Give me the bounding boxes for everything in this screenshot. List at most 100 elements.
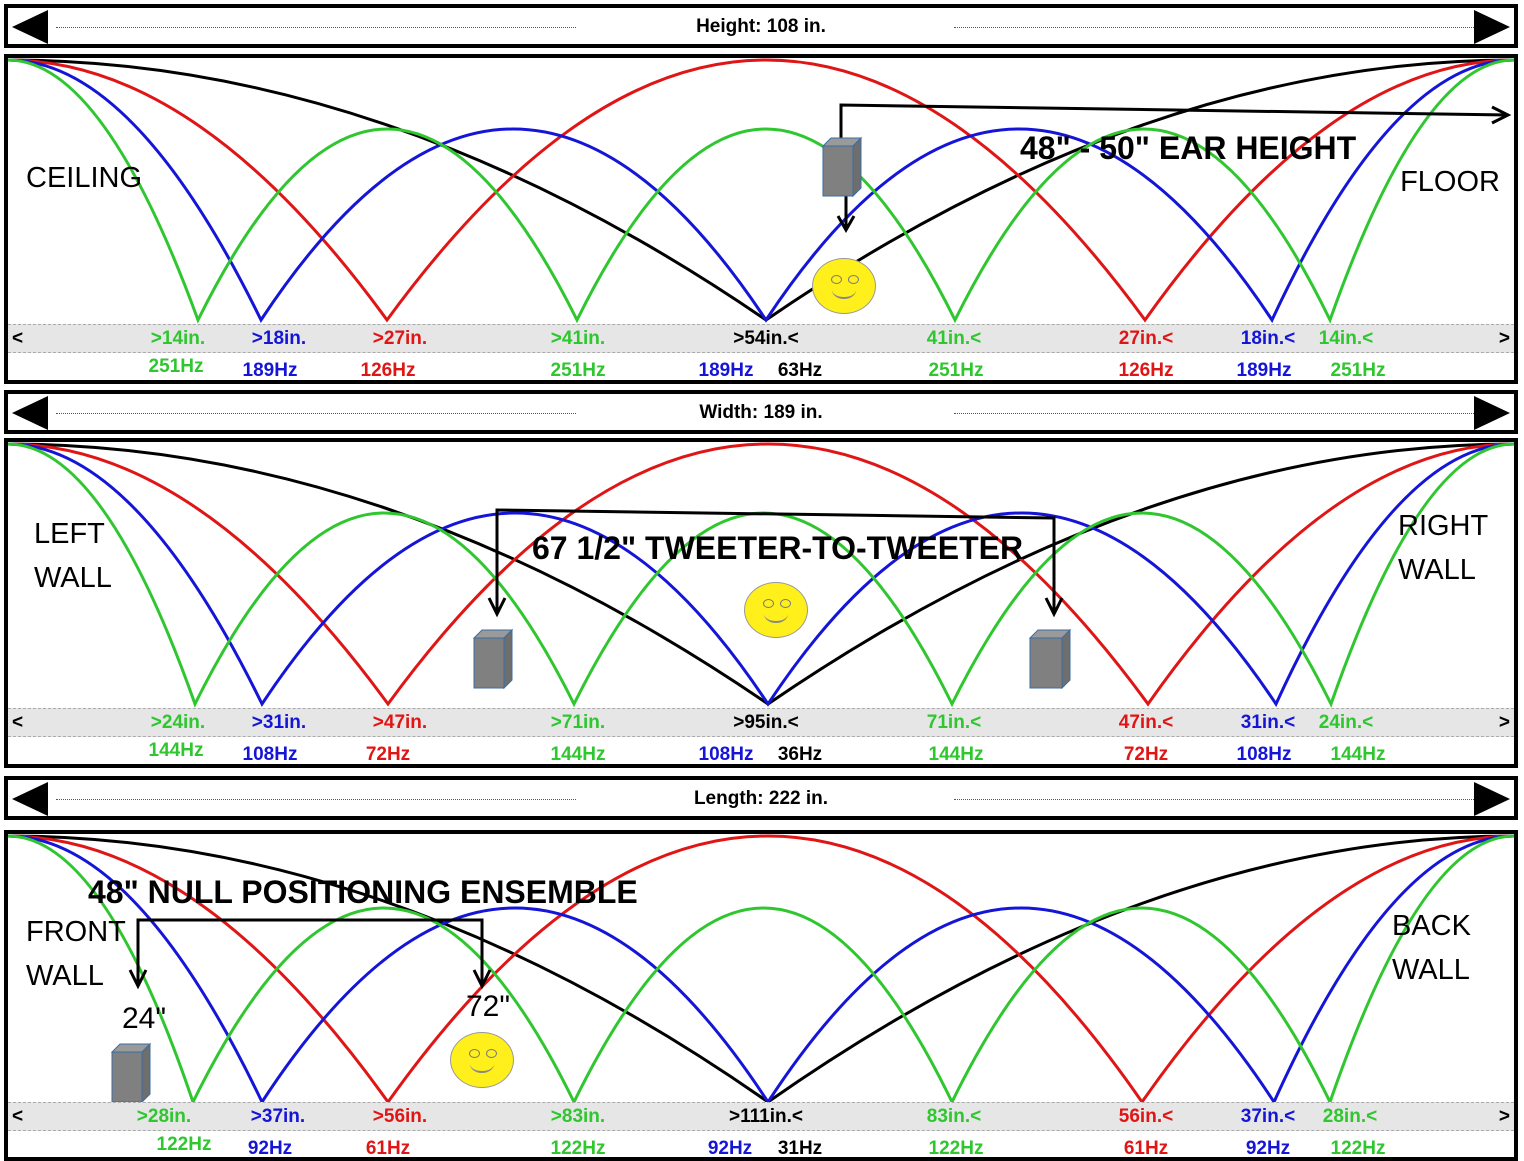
null-distance-label: >47in.	[372, 712, 428, 733]
frequency-label: 122Hz	[928, 1138, 984, 1159]
null-distance-label: 47in.<	[1118, 712, 1174, 733]
back-wall-label: BACK WALL	[1392, 910, 1471, 986]
smiley-face-icon	[812, 258, 876, 314]
frequency-label: 72Hz	[1123, 744, 1169, 765]
width-mode-1-curve	[8, 442, 1514, 706]
listener-distance: 72"	[466, 990, 511, 1023]
frequency-label: 251Hz	[1330, 360, 1386, 381]
null-distance-label: >95in.<	[733, 712, 799, 733]
null-distance-label: >28in.	[136, 1106, 192, 1127]
arrow-left-icon	[12, 396, 48, 430]
height-dimension-title: Height: 108 in.	[696, 16, 826, 37]
frequency-label: 144Hz	[1330, 744, 1386, 765]
arrow-right-icon	[1474, 10, 1510, 44]
null-distance-label: 24in.<	[1318, 712, 1374, 733]
null-distance-label: 83in.<	[926, 1106, 982, 1127]
right-wall-label: RIGHT WALL	[1398, 510, 1488, 586]
smiley-face-icon	[450, 1032, 514, 1088]
frequency-label: 108Hz	[1236, 744, 1292, 765]
width-mode-curves	[8, 442, 1514, 708]
frequency-label: 108Hz	[242, 744, 298, 765]
frequency-label: 122Hz	[550, 1138, 606, 1159]
frequency-label: 251Hz	[550, 360, 606, 381]
null-distance-label: >83in.	[550, 1106, 606, 1127]
null-distance-label: >24in.	[150, 712, 206, 733]
width-dimension-title: Width: 189 in.	[699, 402, 823, 423]
null-distance-label: >56in.	[372, 1106, 428, 1127]
null-distance-label: >14in.	[150, 328, 206, 349]
null-distance-label: 14in.<	[1318, 328, 1374, 349]
null-distance-label: 41in.<	[926, 328, 982, 349]
arrow-left-icon	[12, 782, 48, 816]
frequency-label: 251Hz	[928, 360, 984, 381]
width-panel: LEFT WALL RIGHT WALL 67 1/2" TWEETER-TO-…	[4, 438, 1518, 768]
ear-height-annotation: 48" - 50" EAR HEIGHT	[1020, 130, 1357, 166]
height-mode-4-curve	[8, 58, 1514, 324]
null-distance-label: 27in.<	[1118, 328, 1174, 349]
width-mode-2-curve	[8, 442, 1514, 707]
length-dimension-header: Length: 222 in.	[4, 776, 1518, 820]
tweeter-distance-annotation: 67 1/2" TWEETER-TO-TWEETER	[532, 530, 1024, 566]
height-dimension-header: Height: 108 in.	[4, 4, 1518, 48]
frequency-label: 92Hz	[707, 1138, 753, 1159]
length-edge-left: <	[12, 1106, 24, 1127]
frequency-label: 108Hz	[698, 744, 754, 765]
length-mode-4-curve	[8, 834, 1514, 1106]
tweeter-distance-bracket	[487, 508, 1064, 618]
frequency-label: 122Hz	[156, 1134, 212, 1155]
frequency-label: 189Hz	[1236, 360, 1292, 381]
length-mode-3-curve	[8, 834, 1514, 1106]
null-distance-label: 56in.<	[1118, 1106, 1174, 1127]
null-distance-label: 31in.<	[1240, 712, 1296, 733]
frequency-label: 144Hz	[550, 744, 606, 765]
frequency-label: 144Hz	[928, 744, 984, 765]
frequency-label: 122Hz	[1330, 1138, 1386, 1159]
arrow-right-icon	[1474, 396, 1510, 430]
width-edge-left: <	[12, 712, 24, 733]
frequency-label: 61Hz	[1123, 1138, 1169, 1159]
null-distance-label: >31in.	[251, 712, 307, 733]
height-panel: CEILING FLOOR 48" - 50" EAR HEIGHT < > >…	[4, 54, 1518, 384]
length-panel: FRONT WALL BACK WALL 48" NULL POSITIONIN…	[4, 830, 1518, 1161]
null-distance-label: >54in.<	[733, 328, 799, 349]
width-dimension-header: Width: 189 in.	[4, 390, 1518, 434]
frequency-label: 189Hz	[242, 360, 298, 381]
frequency-label: 72Hz	[365, 744, 411, 765]
frequency-label: 126Hz	[360, 360, 416, 381]
length-mode-2-curve	[8, 834, 1514, 1105]
frequency-label: 189Hz	[698, 360, 754, 381]
null-distance-label: 28in.<	[1322, 1106, 1378, 1127]
null-positioning-annotation: 48" NULL POSITIONING ENSEMBLE	[88, 874, 638, 910]
frequency-label: 92Hz	[247, 1138, 293, 1159]
height-edge-right: >	[1498, 328, 1510, 349]
frequency-label: 92Hz	[1245, 1138, 1291, 1159]
frequency-label: 126Hz	[1118, 360, 1174, 381]
frequency-label: 251Hz	[148, 356, 204, 377]
length-edge-right: >	[1498, 1106, 1510, 1127]
null-distance-label: >71in.	[550, 712, 606, 733]
null-distance-label: 18in.<	[1240, 328, 1296, 349]
floor-label: FLOOR	[1400, 166, 1500, 198]
frequency-label: 144Hz	[148, 740, 204, 761]
null-distance-label: >27in.	[372, 328, 428, 349]
height-mode-3-curve	[8, 58, 1514, 324]
frequency-label: 36Hz	[777, 744, 823, 765]
front-wall-label: FRONT WALL	[26, 916, 126, 992]
null-distance-label: 37in.<	[1240, 1106, 1296, 1127]
null-positioning-bracket	[128, 918, 492, 990]
null-distance-label: >18in.	[251, 328, 307, 349]
width-mode-4-curve	[8, 442, 1514, 708]
null-distance-label: >41in.	[550, 328, 606, 349]
frequency-label: 61Hz	[365, 1138, 411, 1159]
ceiling-label: CEILING	[26, 162, 143, 194]
speaker-icon	[821, 136, 863, 198]
null-distance-label: >111in.<	[729, 1106, 803, 1127]
height-mode-curves	[8, 58, 1514, 324]
height-mode-2-curve	[8, 58, 1514, 323]
front-speaker-distance: 24"	[122, 1002, 167, 1035]
smiley-face-icon	[744, 582, 808, 638]
height-edge-left: <	[12, 328, 24, 349]
width-edge-right: >	[1498, 712, 1510, 733]
speaker-icon	[110, 1042, 152, 1104]
height-mode-1-curve	[8, 58, 1514, 322]
